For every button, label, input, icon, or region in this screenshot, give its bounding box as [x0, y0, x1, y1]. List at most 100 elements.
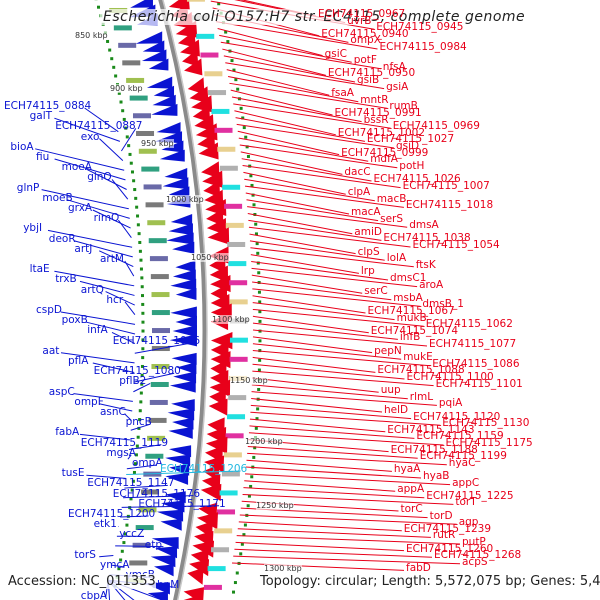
leader-line	[134, 342, 194, 354]
tick-dot	[247, 494, 251, 498]
leader-line	[73, 240, 133, 258]
cog-feature-bar	[223, 452, 242, 458]
tick-dot	[106, 39, 110, 43]
leader-line	[86, 474, 126, 479]
gene-label: etk1	[93, 518, 117, 531]
gene-label: ECH74115_0999	[341, 146, 429, 159]
leader-line	[231, 562, 405, 571]
gene-label: ECH74115_1067	[367, 305, 455, 317]
cog-feature-bar	[214, 127, 233, 133]
gene-label: cspD	[36, 304, 62, 316]
gene-label: torD	[429, 509, 453, 522]
leader-line	[124, 484, 168, 489]
gene-label: ECH74115_1018	[405, 199, 494, 212]
cog-feature-bar	[225, 222, 244, 228]
reverse-gene-block	[165, 491, 186, 504]
forward-gene-block	[206, 208, 224, 226]
forward-gene-block	[204, 189, 224, 207]
leader-line	[244, 480, 396, 492]
cog-feature-bar	[214, 528, 233, 534]
cog-feature-bar	[129, 560, 148, 566]
reverse-gene-block	[171, 399, 195, 412]
cog-feature-bar	[126, 77, 145, 83]
gene-label: ECH74115_1239	[403, 522, 492, 535]
tick-dot	[251, 193, 255, 197]
gene-label: gsiC	[324, 47, 347, 60]
cog-feature-bar	[186, 0, 205, 2]
cog-feature-bar	[141, 489, 160, 495]
tick-dot	[139, 391, 143, 395]
leader-line	[244, 178, 375, 202]
gene-label: artJ	[74, 242, 93, 255]
tick-dot	[241, 116, 245, 120]
tick-dot	[232, 590, 236, 594]
backbone-highlight	[162, 0, 208, 600]
leader-line	[246, 199, 379, 222]
cog-feature-bar	[150, 274, 169, 280]
reverse-gene-block	[156, 122, 181, 135]
gene-label: ECH74115_1225	[426, 489, 514, 502]
gene-label: rutR	[432, 529, 456, 542]
cog-feature-bar	[138, 507, 157, 513]
tick-dot	[258, 319, 262, 323]
gene-label: tusE	[61, 467, 85, 480]
leader-line	[60, 311, 136, 325]
gene-label: moeA	[61, 161, 92, 174]
leader-line	[250, 404, 412, 420]
gene-label: ECH74115_1147	[87, 477, 175, 490]
tick-dot	[130, 488, 134, 492]
gene-label: ECH74115_1062	[425, 318, 513, 331]
cog-feature-bar	[151, 328, 170, 334]
cog-feature-bar	[147, 435, 166, 441]
leader-line	[252, 329, 428, 347]
tick-dot	[134, 453, 138, 457]
gene-label: potH	[399, 159, 425, 172]
tick-dot	[250, 475, 254, 479]
tick-dot	[125, 523, 129, 527]
gene-label: galT	[29, 110, 53, 123]
reverse-gene-block	[172, 417, 194, 430]
tick-dot	[257, 271, 261, 275]
reverse-gene-block	[170, 306, 197, 319]
reverse-gene-block	[172, 269, 196, 282]
leader-line	[54, 158, 126, 181]
leader-line	[252, 336, 373, 354]
tick-dot	[244, 135, 248, 139]
gene-label: amiD	[354, 225, 382, 238]
leader-line	[251, 267, 418, 288]
cog-feature-bar	[150, 381, 169, 387]
gene-label: cbpM	[151, 579, 180, 592]
leader-line	[86, 321, 136, 335]
leader-line	[247, 206, 408, 228]
tick-dot	[256, 407, 260, 411]
tick-dot	[252, 455, 256, 459]
gene-label: yccZ	[119, 528, 145, 541]
tick-dot	[233, 581, 237, 585]
tick-dot	[242, 533, 246, 537]
gene-label: artM	[100, 253, 124, 265]
tick-dot	[136, 435, 140, 439]
gene-label: ECH74115_0950	[327, 67, 416, 80]
forward-gene-block	[177, 30, 196, 48]
gene-label: ECH74115_0940	[321, 27, 409, 40]
leader-line	[248, 219, 382, 241]
leader-line	[252, 363, 405, 380]
leader-line	[247, 452, 447, 466]
gene-label: ECH74115_1200	[68, 508, 156, 520]
leader-line	[252, 350, 431, 367]
leader-line	[115, 545, 164, 548]
leader-line	[128, 444, 162, 451]
tick-dot	[256, 251, 260, 255]
gene-label: ECH74115_1130	[442, 417, 530, 430]
leader-line	[252, 322, 398, 340]
gene-label: helD	[384, 404, 409, 416]
leader-line	[242, 165, 401, 189]
reverse-gene-block	[168, 426, 193, 439]
tick-dot	[132, 179, 136, 183]
reverse-gene-block	[165, 454, 191, 467]
leader-line	[124, 301, 136, 316]
gene-label: ECH74115_1175	[445, 437, 533, 449]
leader-line	[249, 233, 356, 255]
gene-label: ECH74115_0945	[376, 21, 464, 34]
leader-line	[238, 521, 402, 532]
